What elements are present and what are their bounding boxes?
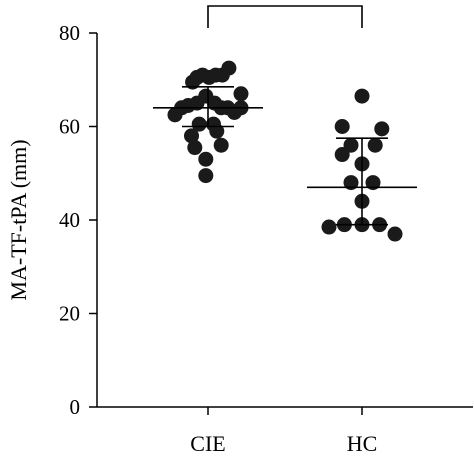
- y-tick-label: 20: [59, 302, 80, 326]
- data-point: [198, 168, 214, 184]
- data-point: [213, 137, 229, 153]
- y-ticks: 0 20 40 60 80: [59, 21, 97, 419]
- data-point: [198, 151, 214, 167]
- data-point: [191, 116, 207, 132]
- data-point: [343, 137, 359, 153]
- y-tick-label: 0: [70, 395, 81, 419]
- data-point: [184, 128, 199, 144]
- data-point: [209, 123, 225, 139]
- data-point: [187, 140, 203, 156]
- bracket-line: [207, 5, 363, 28]
- data-point: [367, 137, 383, 153]
- data-point: [321, 219, 337, 235]
- y-tick-label: 80: [59, 21, 80, 45]
- data-point: [221, 60, 237, 76]
- x-tick-label: CIE: [190, 431, 225, 456]
- data-point: [334, 147, 350, 163]
- data-point: [374, 121, 390, 137]
- data-point: [354, 88, 370, 104]
- y-tick-label: 60: [59, 115, 80, 139]
- x-ticks: CIE HC: [190, 407, 377, 456]
- data-point: [365, 175, 381, 191]
- data-point: [387, 226, 403, 242]
- data-point: [334, 119, 350, 134]
- data-point: [343, 175, 359, 191]
- error-bars: [153, 85, 417, 226]
- significance-bracket: [207, 5, 363, 28]
- y-axis-title: MA-TF-tPA (mm): [6, 139, 31, 300]
- y-tick-label: 40: [59, 208, 80, 232]
- data-points: [167, 60, 403, 242]
- x-tick-label: HC: [347, 431, 378, 456]
- data-point: [233, 86, 249, 102]
- axes: [96, 33, 473, 408]
